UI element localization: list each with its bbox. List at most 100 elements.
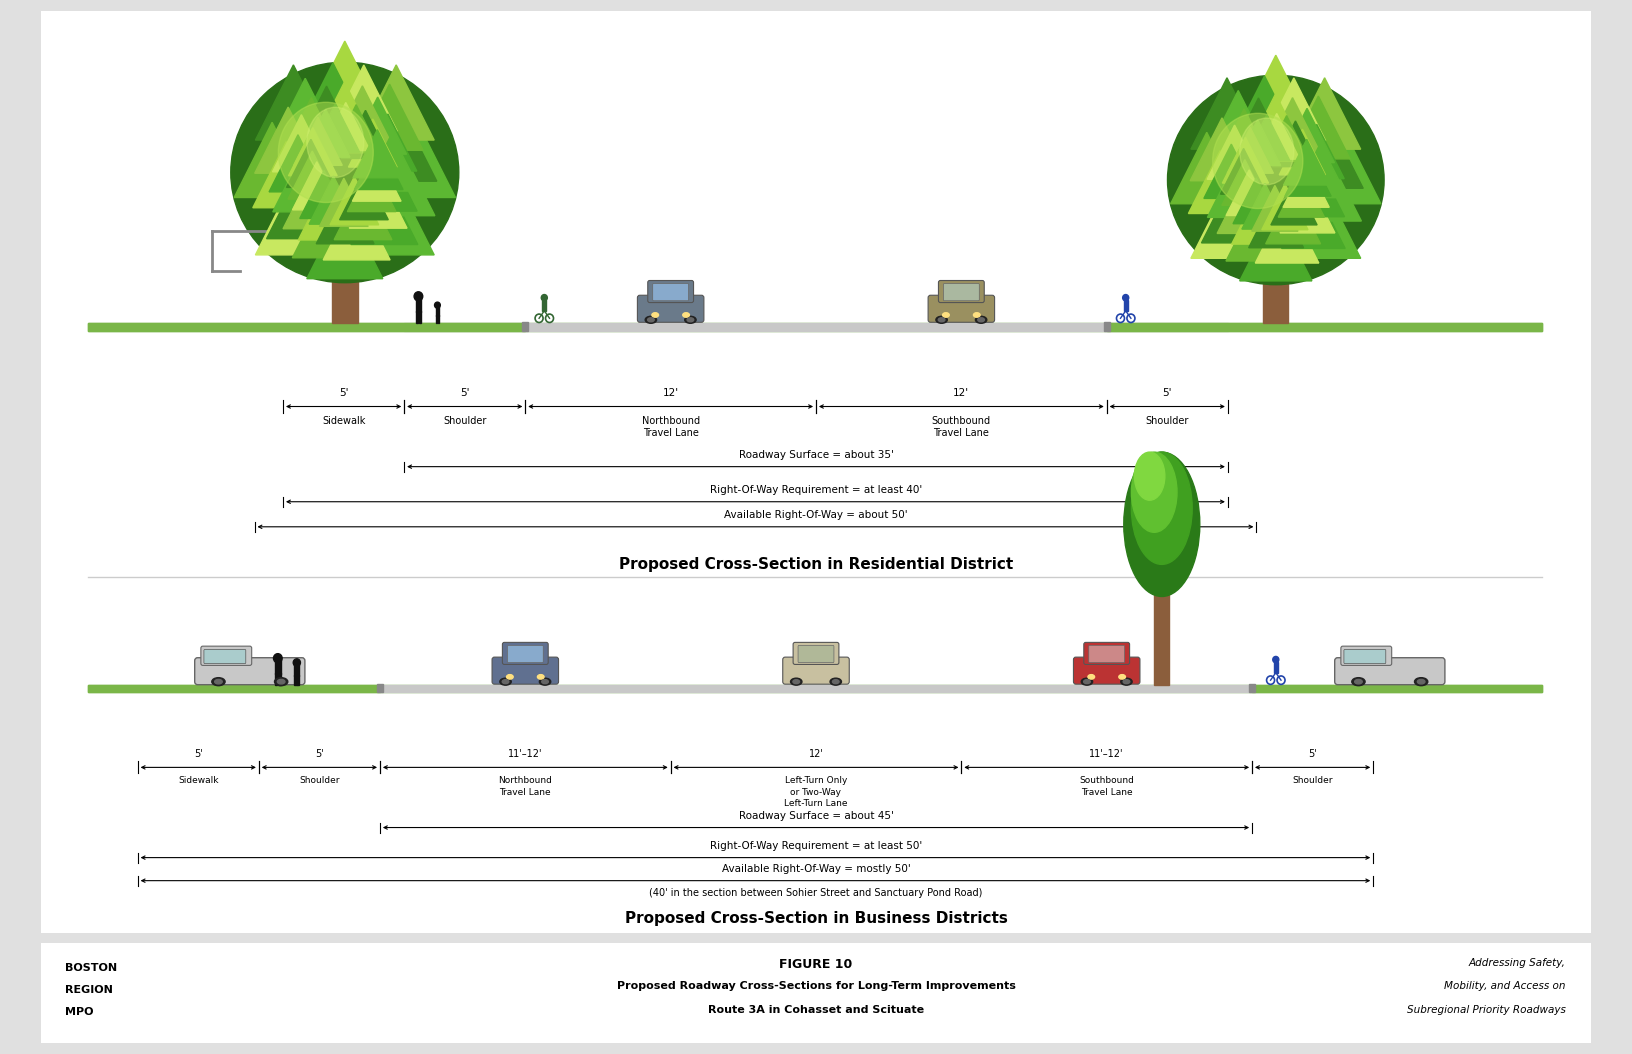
Bar <box>88 685 380 692</box>
Polygon shape <box>359 154 418 211</box>
Polygon shape <box>356 84 423 151</box>
FancyBboxPatch shape <box>1084 642 1129 664</box>
Ellipse shape <box>935 316 947 324</box>
Text: (40' in the section between Sohier Street and Sanctuary Pond Road): (40' in the section between Sohier Stree… <box>650 887 982 898</box>
Ellipse shape <box>539 678 550 685</box>
Polygon shape <box>367 150 434 216</box>
Bar <box>436 306 439 315</box>
Ellipse shape <box>1240 118 1294 184</box>
Text: 12': 12' <box>953 389 969 398</box>
FancyBboxPatch shape <box>648 280 694 302</box>
Text: Available Right-Of-Way = about 50': Available Right-Of-Way = about 50' <box>725 510 907 520</box>
Ellipse shape <box>1131 452 1177 532</box>
FancyBboxPatch shape <box>943 284 979 300</box>
FancyBboxPatch shape <box>34 3 1598 940</box>
Polygon shape <box>1279 179 1335 233</box>
Text: 5': 5' <box>339 389 348 398</box>
Text: 12': 12' <box>808 749 824 759</box>
Ellipse shape <box>790 678 801 685</box>
Text: 5': 5' <box>460 389 470 398</box>
Text: 12': 12' <box>663 389 679 398</box>
Polygon shape <box>300 171 348 218</box>
Text: Northbound
Travel Lane: Northbound Travel Lane <box>641 415 700 437</box>
Polygon shape <box>322 102 370 151</box>
Polygon shape <box>357 65 434 140</box>
Text: 11'–12': 11'–12' <box>508 749 542 759</box>
Text: REGION: REGION <box>65 985 113 995</box>
Text: Proposed Cross-Section in Business Districts: Proposed Cross-Section in Business Distr… <box>625 911 1007 925</box>
Ellipse shape <box>215 680 222 684</box>
Ellipse shape <box>1089 675 1095 679</box>
Polygon shape <box>292 192 359 258</box>
FancyBboxPatch shape <box>1342 646 1392 665</box>
Polygon shape <box>349 119 397 168</box>
Polygon shape <box>256 180 331 255</box>
Ellipse shape <box>648 318 654 321</box>
Bar <box>297 675 299 685</box>
Bar <box>88 323 1542 331</box>
Polygon shape <box>1297 158 1361 221</box>
Polygon shape <box>1281 186 1345 249</box>
Polygon shape <box>297 86 356 143</box>
Polygon shape <box>307 203 384 278</box>
Polygon shape <box>315 82 374 139</box>
Bar <box>88 323 526 331</box>
Polygon shape <box>357 180 434 255</box>
Bar <box>377 684 384 692</box>
Polygon shape <box>255 108 322 173</box>
Ellipse shape <box>1121 678 1133 685</box>
Text: BOSTON: BOSTON <box>65 963 116 973</box>
Polygon shape <box>1231 98 1286 152</box>
Text: FIGURE 10: FIGURE 10 <box>780 958 852 972</box>
FancyBboxPatch shape <box>1089 645 1124 663</box>
Polygon shape <box>266 173 333 238</box>
Polygon shape <box>287 151 336 199</box>
Polygon shape <box>1279 109 1335 162</box>
Polygon shape <box>307 41 384 116</box>
Circle shape <box>294 659 300 666</box>
Ellipse shape <box>651 313 659 317</box>
Bar <box>419 311 421 323</box>
Polygon shape <box>282 98 341 155</box>
Ellipse shape <box>976 316 987 324</box>
Ellipse shape <box>1351 678 1364 686</box>
Bar <box>274 660 281 674</box>
Polygon shape <box>320 178 369 227</box>
Ellipse shape <box>645 316 656 324</box>
Polygon shape <box>273 78 339 144</box>
FancyBboxPatch shape <box>201 646 251 665</box>
Bar <box>274 672 277 685</box>
Ellipse shape <box>1355 680 1363 684</box>
Polygon shape <box>335 182 392 239</box>
Text: Subregional Priority Roadways: Subregional Priority Roadways <box>1407 1006 1565 1015</box>
Polygon shape <box>300 63 366 129</box>
Ellipse shape <box>1084 680 1090 684</box>
Ellipse shape <box>1131 452 1193 564</box>
Bar <box>437 315 439 323</box>
FancyBboxPatch shape <box>36 938 1596 1049</box>
Text: 5': 5' <box>1162 389 1172 398</box>
Ellipse shape <box>1204 218 1348 275</box>
Polygon shape <box>1279 130 1325 175</box>
Text: Shoulder: Shoulder <box>1293 777 1333 785</box>
Polygon shape <box>349 171 406 229</box>
Polygon shape <box>1217 109 1271 163</box>
Polygon shape <box>1293 143 1348 198</box>
Ellipse shape <box>277 680 286 684</box>
Bar <box>416 311 418 323</box>
Circle shape <box>542 294 547 301</box>
Polygon shape <box>362 134 421 191</box>
Polygon shape <box>1252 186 1297 231</box>
Polygon shape <box>351 178 418 245</box>
Bar <box>88 685 1542 692</box>
Polygon shape <box>359 114 416 171</box>
Ellipse shape <box>793 680 800 684</box>
Polygon shape <box>331 104 380 153</box>
Ellipse shape <box>274 678 287 686</box>
Ellipse shape <box>499 678 511 685</box>
Polygon shape <box>1255 200 1319 264</box>
Text: Addressing Safety,: Addressing Safety, <box>1469 958 1565 969</box>
Bar <box>1275 662 1278 672</box>
Ellipse shape <box>212 678 225 686</box>
Polygon shape <box>353 130 401 178</box>
